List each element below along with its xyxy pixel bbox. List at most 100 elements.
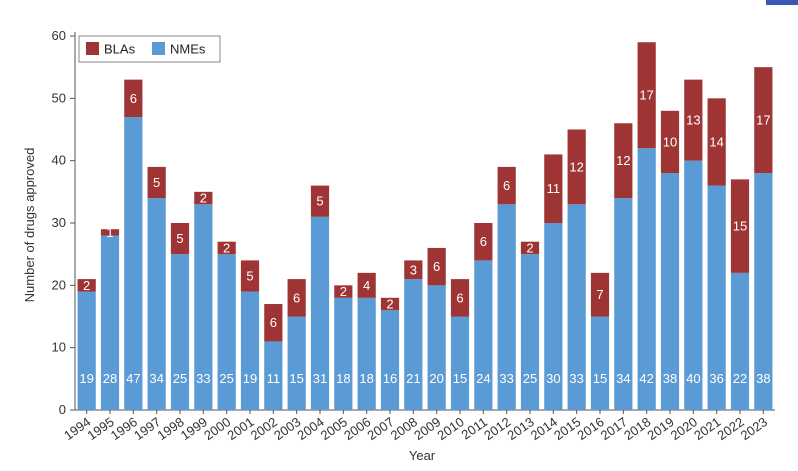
- bar-blas-2004: [310, 185, 330, 217]
- y-tick-label: 20: [52, 277, 66, 292]
- bar-blas-2013: [520, 241, 540, 255]
- data-label-nmes: 38: [756, 371, 770, 386]
- legend-swatch-nmes: [152, 42, 165, 55]
- bar-blas-1995: [100, 229, 120, 236]
- bar-blas-1998: [170, 223, 190, 255]
- bar-nmes-2011: [474, 260, 493, 410]
- data-label-nmes: 33: [569, 371, 583, 386]
- bar-blas-2023: [754, 67, 773, 174]
- bar-nmes-2014: [544, 223, 563, 410]
- data-label-blas: 6: [433, 259, 440, 274]
- data-label-nmes: 25: [173, 371, 187, 386]
- data-label-blas: 6: [503, 178, 510, 193]
- data-label-nmes: 25: [219, 371, 233, 386]
- bar-blas-2020: [684, 79, 703, 161]
- data-label-nmes: 18: [336, 371, 350, 386]
- bar-nmes-2021: [707, 185, 726, 410]
- data-label-blas: 12: [569, 159, 583, 174]
- data-label-blas: 13: [686, 113, 700, 128]
- bar-nmes-2001: [240, 291, 260, 410]
- data-label-nmes: 36: [709, 371, 723, 386]
- y-tick-label: 30: [52, 215, 66, 230]
- y-tick-label: 40: [52, 153, 66, 168]
- bar-nmes-2019: [660, 173, 680, 410]
- bar-nmes-2009: [427, 285, 446, 410]
- data-label-nmes: 28: [103, 371, 117, 386]
- bar-blas-2011: [474, 223, 493, 261]
- data-label-blas: 5: [246, 268, 253, 283]
- bar-nmes-2007: [380, 310, 400, 410]
- data-label-nmes: 33: [196, 371, 210, 386]
- data-label-blas: 6: [480, 234, 487, 249]
- y-tick-label: 50: [52, 90, 66, 105]
- data-label-blas: 11: [547, 181, 561, 196]
- data-label-nmes: 21: [406, 371, 420, 386]
- bar-blas-2001: [240, 260, 260, 292]
- data-label-blas: 17: [756, 113, 770, 128]
- data-label-blas: 15: [733, 219, 747, 234]
- bar-nmes-1999: [194, 204, 213, 410]
- data-label-blas: 2: [200, 191, 207, 206]
- data-label-nmes: 18: [359, 371, 373, 386]
- bar-nmes-2004: [310, 216, 330, 410]
- bar-nmes-2020: [684, 160, 703, 410]
- data-label-nmes: 30: [546, 371, 560, 386]
- data-label-nmes: 33: [499, 371, 513, 386]
- bar-blas-2019: [660, 110, 680, 174]
- bar-nmes-1996: [124, 117, 143, 411]
- bar-nmes-2000: [217, 254, 236, 410]
- data-label-blas: 5: [153, 175, 160, 190]
- bar-blas-2010: [450, 279, 470, 317]
- data-label-nmes: 20: [429, 371, 443, 386]
- bar-nmes-1997: [147, 198, 166, 410]
- data-label-blas: 5: [176, 231, 183, 246]
- legend-label-nmes: NMEs: [170, 42, 206, 57]
- legend-box: [78, 35, 221, 63]
- bar-nmes-2010: [450, 316, 470, 410]
- bar-blas-2012: [497, 166, 516, 205]
- data-label-blas: 6: [456, 290, 463, 305]
- data-label-blas: 2: [223, 240, 230, 255]
- bar-nmes-2015: [567, 204, 586, 410]
- data-label-blas: 6: [270, 315, 277, 330]
- bar-blas-1994: [77, 279, 96, 292]
- bar-blas-2018: [637, 42, 656, 149]
- bar-blas-2000: [217, 241, 236, 255]
- x-tick-label: 2023: [738, 414, 770, 443]
- bar-blas-2017: [614, 123, 633, 199]
- data-label-nmes: 47: [126, 371, 140, 386]
- data-label-blas: 2: [526, 240, 533, 255]
- data-label-nmes: 11: [267, 371, 281, 386]
- bar-blas-2015: [567, 129, 586, 205]
- data-label-nmes: 15: [289, 371, 303, 386]
- data-label-blas: 7: [596, 287, 603, 302]
- data-label-nmes: 40: [686, 371, 700, 386]
- bar-nmes-1995: [100, 235, 120, 410]
- data-label-blas: 2: [83, 278, 90, 293]
- data-label-nmes: 19: [243, 371, 257, 386]
- bar-nmes-2022: [730, 272, 750, 410]
- bar-blas-2014: [544, 154, 563, 223]
- y-tick-label: 10: [52, 340, 66, 355]
- bar-blas-2007: [380, 297, 400, 311]
- data-label-blas: 6: [293, 290, 300, 305]
- bar-nmes-2002: [264, 341, 283, 410]
- bar-blas-2009: [427, 247, 446, 286]
- bar-blas-2021: [707, 98, 726, 186]
- data-label-nmes: 24: [476, 371, 490, 386]
- bar-blas-2006: [357, 272, 376, 298]
- data-label-blas: 3: [410, 262, 417, 277]
- bar-blas-2002: [264, 304, 283, 342]
- y-axis-title: Number of drugs approved: [22, 148, 37, 303]
- data-label-blas: 12: [616, 153, 630, 168]
- data-label-blas: 17: [639, 88, 653, 103]
- bar-blas-2003: [287, 279, 306, 317]
- bar-nmes-2005: [334, 297, 353, 410]
- data-label-nmes: 22: [733, 371, 747, 386]
- x-axis-title: Year: [409, 448, 436, 463]
- y-tick-label: 0: [59, 402, 66, 417]
- legend-swatch-blas: [86, 42, 99, 55]
- data-label-nmes: 34: [616, 371, 630, 386]
- data-label-blas: 10: [663, 134, 677, 149]
